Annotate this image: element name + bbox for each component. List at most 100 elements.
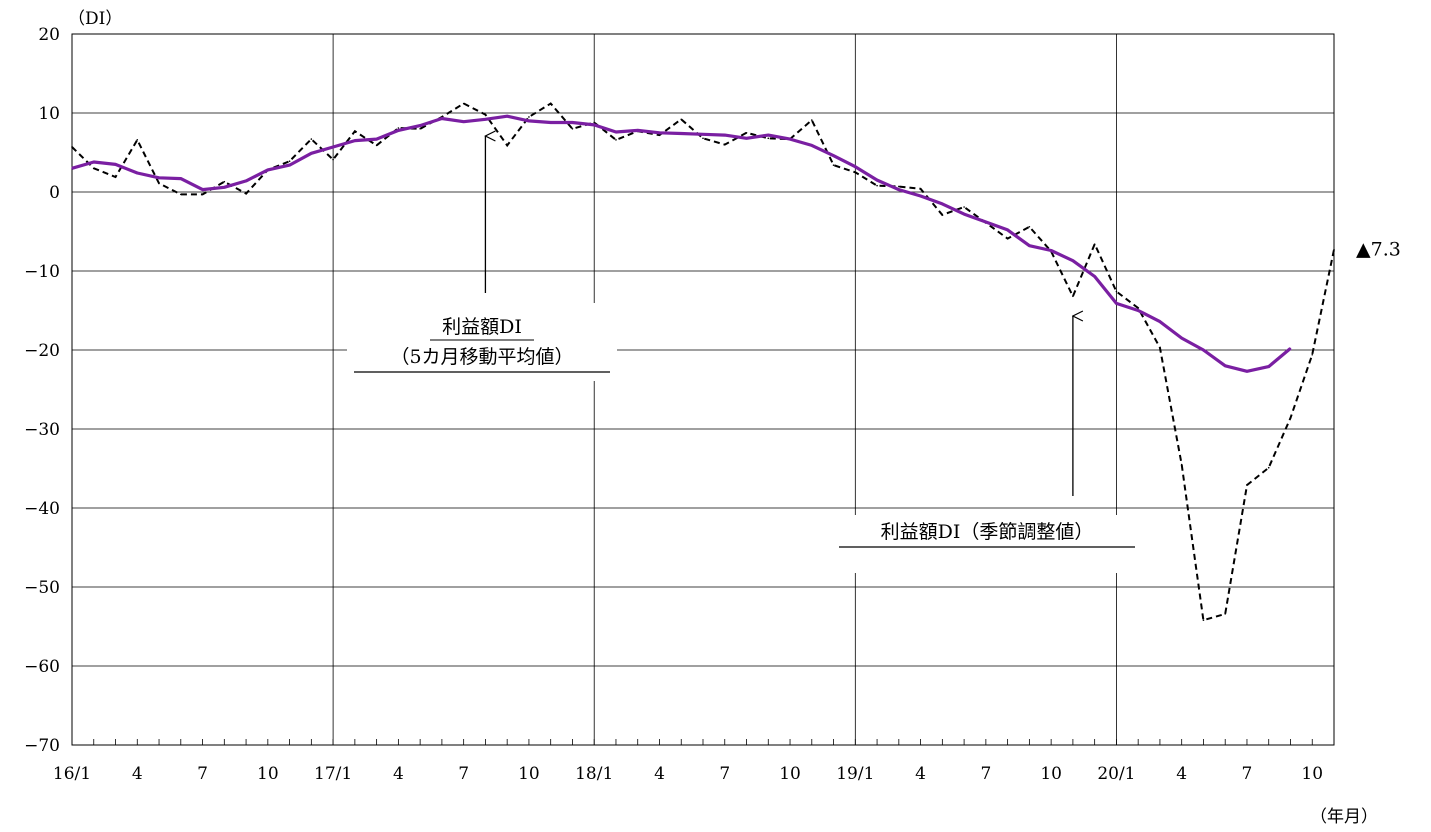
- series-point: [658, 134, 661, 136]
- series-point: [158, 176, 160, 179]
- series-point: [441, 117, 443, 120]
- series-point: [1202, 349, 1205, 351]
- series-point: [919, 188, 922, 190]
- series-point: [397, 129, 400, 132]
- series-point: [810, 144, 813, 147]
- series-point: [919, 195, 922, 197]
- series-point: [310, 152, 313, 155]
- y-tick-label: 0: [49, 183, 60, 203]
- series-point: [963, 213, 965, 215]
- series-point: [288, 164, 291, 166]
- y-tick-label: −20: [24, 341, 60, 361]
- x-tick-label: 7: [719, 764, 730, 784]
- series-point: [354, 139, 356, 142]
- series-point: [1159, 346, 1161, 349]
- series-point: [941, 203, 944, 205]
- series-point: [702, 137, 704, 140]
- series-point: [484, 113, 487, 116]
- series-point: [528, 120, 530, 122]
- series-point: [680, 118, 683, 121]
- series-point: [1267, 365, 1270, 368]
- series-point: [1180, 337, 1183, 339]
- series-point: [876, 179, 878, 181]
- series-layer: [71, 102, 1335, 622]
- x-tick-label: 4: [1176, 764, 1187, 784]
- y-tick-label: 20: [38, 25, 60, 45]
- series-point: [898, 185, 900, 188]
- series-point: [245, 192, 247, 195]
- x-tick-label: 10: [518, 764, 540, 784]
- series-point: [832, 154, 835, 157]
- series-point: [71, 167, 73, 170]
- series-point: [1115, 302, 1118, 305]
- series-point: [419, 128, 421, 130]
- series-point: [397, 127, 400, 129]
- y-tick-label: −70: [24, 736, 60, 756]
- series-point: [549, 102, 552, 105]
- x-tick-label: 17/1: [314, 764, 352, 784]
- series-point: [1224, 365, 1227, 367]
- series-point: [1246, 370, 1248, 373]
- series-point: [1202, 619, 1205, 621]
- series-point: [1246, 484, 1248, 486]
- series-point: [1267, 466, 1270, 469]
- series-point: [419, 124, 421, 127]
- callout-backing: [347, 303, 617, 381]
- series-point: [1072, 259, 1074, 262]
- series-point: [593, 124, 596, 126]
- series-point: [680, 132, 683, 135]
- series-point: [332, 146, 334, 148]
- series-point: [1028, 225, 1031, 228]
- x-tick-label: 4: [915, 764, 926, 784]
- series-point: [114, 163, 117, 166]
- series-point: [462, 120, 465, 123]
- x-tick-label: 20/1: [1097, 764, 1135, 784]
- series-point: [1093, 243, 1096, 245]
- series-point: [1072, 295, 1074, 298]
- series-point: [898, 188, 900, 191]
- series-point: [245, 180, 247, 182]
- x-unit-label: （年月）: [1310, 807, 1378, 827]
- x-tick-label: 10: [779, 764, 801, 784]
- series-point: [114, 176, 117, 178]
- last-value-label: ▲7.3: [1356, 239, 1401, 261]
- x-tick-label: 16/1: [53, 764, 91, 784]
- series-point: [179, 177, 182, 180]
- series-point: [267, 169, 269, 171]
- series-point: [767, 137, 770, 140]
- series-point: [484, 118, 487, 121]
- series-point: [941, 214, 944, 216]
- x-tick-label: 18/1: [575, 764, 613, 784]
- y-tick-label: −60: [24, 657, 60, 677]
- series-point: [636, 129, 639, 132]
- series-point: [375, 138, 378, 140]
- series-point: [810, 119, 813, 121]
- series-point: [136, 172, 139, 174]
- series-point: [1159, 320, 1161, 323]
- series-point: [506, 115, 508, 117]
- x-tick-label: 10: [1040, 764, 1062, 784]
- series-point: [1028, 244, 1031, 247]
- x-tick-label: 10: [257, 764, 279, 784]
- x-tick-label: 7: [1242, 764, 1253, 784]
- series-point: [832, 164, 835, 166]
- callout-backing: [837, 515, 1137, 573]
- series-point: [201, 188, 204, 191]
- series-point: [963, 206, 965, 208]
- series-point: [1289, 347, 1292, 350]
- series-point: [1180, 463, 1183, 466]
- series-point: [876, 184, 878, 187]
- series-point: [223, 180, 226, 183]
- x-tick-label: 10: [1301, 764, 1323, 784]
- series-point: [201, 193, 204, 196]
- series-point: [702, 133, 704, 136]
- series-point: [92, 161, 95, 163]
- grid-layer: [71, 33, 1335, 746]
- series-point: [1093, 275, 1096, 278]
- series-point: [1050, 249, 1052, 252]
- x-tick-label: 19/1: [836, 764, 874, 784]
- plot-frame: [71, 33, 1335, 746]
- series-point: [723, 134, 726, 136]
- series-point: [745, 137, 748, 140]
- series-point: [71, 146, 73, 148]
